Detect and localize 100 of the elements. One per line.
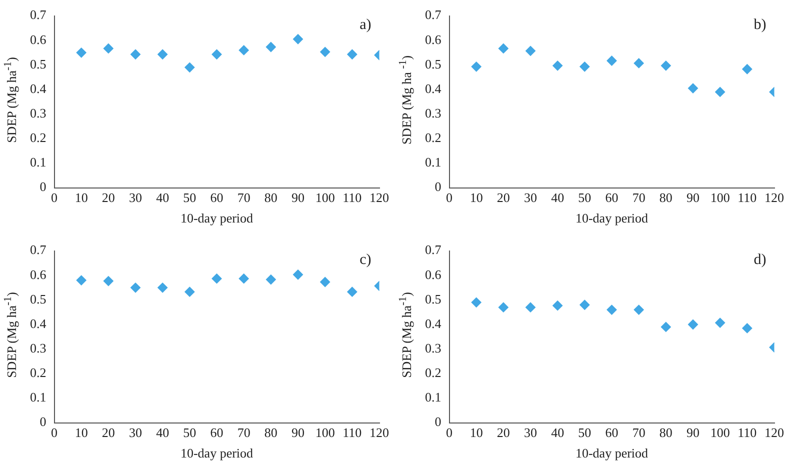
x-tick-label: 30 [524,190,537,206]
x-tick-label: 0 [446,425,452,440]
point [320,46,330,57]
x-axis-title: 10-day period [180,210,254,226]
x-tick-label: 110 [738,425,757,440]
x-tick-label: 90 [292,425,304,440]
point [266,274,276,285]
y-tick-label: 0 [434,414,442,430]
y-tick-label: 0.1 [30,390,46,405]
point [130,282,140,293]
x-axis-title: 10-day period [575,210,649,226]
y-tick-label: 0.6 [425,32,442,47]
point [293,34,303,44]
point [688,320,698,330]
x-tick-label: 70 [632,425,646,440]
x-axis-title: 10-day period [575,446,649,461]
x-tick-label: 40 [551,425,564,440]
x-tick-label: 100 [710,425,730,440]
point [103,276,114,286]
point [471,62,482,72]
x-tick-label: 50 [183,190,196,206]
y-tick-label: 0.4 [425,80,442,96]
point [158,49,168,60]
x-tick-label: 60 [210,190,224,206]
y-tick-label: 0.1 [30,154,46,170]
x-tick-label: 50 [578,190,592,206]
point [184,286,195,297]
point [715,318,726,328]
point [212,274,222,284]
point [606,56,617,66]
x-tick-label: 100 [315,190,335,206]
annotation: a) [360,17,372,34]
annotation: c) [360,252,372,268]
x-tick-label: 80 [659,425,672,440]
point [266,42,276,52]
point [293,270,303,280]
x-tick-label: 100 [710,190,730,206]
x-tick-label: 60 [210,425,224,440]
x-tick-label: 30 [524,425,537,440]
x-tick-label: 120 [370,190,389,206]
point [238,45,249,56]
point [742,64,752,74]
point [660,60,671,71]
x-tick-label: 60 [605,190,618,206]
point [498,302,508,312]
y-tick-label: 0.4 [30,80,47,96]
x-tick-label: 30 [129,190,142,206]
x-tick-label: 70 [237,190,250,206]
x-tick-label: 20 [102,190,115,206]
x-tick-label: 40 [551,190,564,206]
y-tick-label: 0.3 [425,106,442,121]
y-tick-label: 0.3 [30,106,46,121]
x-tick-label: 80 [264,425,278,440]
point [130,49,140,60]
y-tick-label: 0.2 [425,130,442,146]
y-tick-label: 0 [40,414,46,430]
x-tick-label: 70 [237,425,250,440]
point [688,83,698,94]
y-tick-label: 0.5 [30,291,46,306]
x-tick-label: 80 [264,190,278,206]
y-tick-label: 0.2 [425,365,442,380]
point [580,300,590,310]
annotation: b) [754,17,766,34]
y-tick-label: 0.4 [30,316,47,331]
x-tick-label: 40 [156,190,170,206]
y-tick-label: 0.5 [425,291,442,306]
x-tick-label: 20 [496,190,510,206]
y-tick-label: 0.2 [30,365,46,380]
point [526,46,536,56]
point [715,86,726,97]
y-tick-label: 0.6 [425,266,442,282]
x-tick-label: 50 [578,425,592,440]
point [606,304,617,315]
point [158,282,168,293]
point [580,62,590,72]
point [238,274,249,284]
x-tick-label: 0 [446,190,452,206]
y-tick-label: 0.7 [30,242,47,258]
y-tick-label: 0.7 [425,7,442,22]
x-tick-label: 10 [470,425,483,440]
x-tick-label: 90 [686,190,700,206]
point [347,49,358,60]
x-tick-label: 80 [659,190,672,206]
y-tick-label: 0.7 [425,242,442,258]
point [526,302,536,312]
y-tick-label: 0.1 [425,154,442,170]
y-tick-label: 0.5 [425,56,442,72]
y-tick-label: 0.1 [425,390,442,405]
x-tick-label: 90 [686,425,700,440]
x-tick-label: 10 [74,425,88,440]
y-tick-label: 0.7 [30,7,47,22]
x-tick-label: 110 [342,190,362,206]
x-tick-label: 90 [292,190,304,206]
point [76,48,86,58]
y-tick-label: 0 [434,179,442,194]
point [552,60,563,71]
x-tick-label: 20 [102,425,115,440]
x-tick-label: 10 [74,190,88,206]
y-tick-label: 0.6 [30,266,47,282]
point [103,43,114,54]
